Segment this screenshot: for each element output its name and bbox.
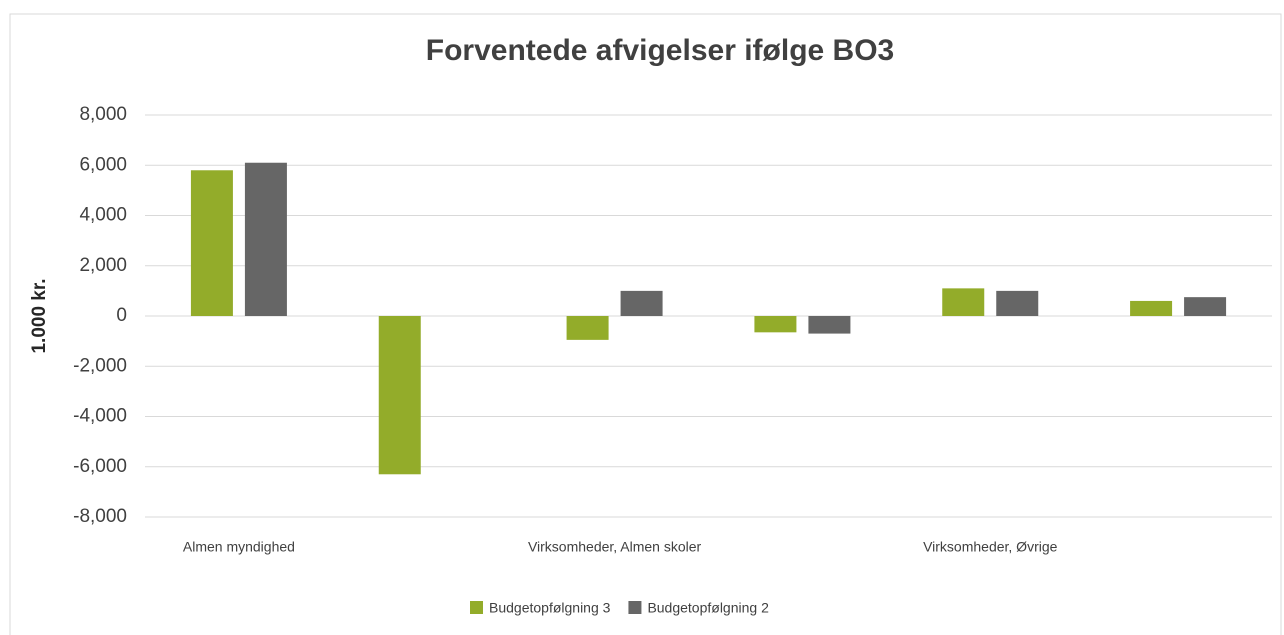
y-tick-label: 4,000 — [79, 205, 127, 226]
legend-label: Budgetopfølgning 2 — [647, 600, 769, 616]
y-tick-label: 0 — [116, 305, 127, 326]
y-tick-label: -8,000 — [73, 506, 127, 527]
y-tick-label: -2,000 — [73, 355, 127, 376]
bar — [378, 316, 421, 475]
y-tick-label: 6,000 — [79, 154, 127, 175]
bar — [754, 316, 797, 333]
bar — [1130, 300, 1173, 316]
chart-title: Forventede afvigelser ifølge BO3 — [426, 34, 894, 67]
x-tick-label: Virksomheder, Almen skoler — [528, 539, 702, 555]
y-tick-label: 2,000 — [79, 255, 127, 276]
y-tick-label: 8,000 — [79, 104, 127, 125]
y-tick-label: -4,000 — [73, 406, 127, 427]
legend-label: Budgetopfølgning 3 — [489, 600, 611, 616]
legend-swatch — [628, 601, 642, 614]
legend-swatch — [470, 601, 483, 614]
bar — [190, 170, 233, 316]
x-tick-label: Almen myndighed — [183, 539, 295, 555]
chart-frame — [9, 13, 1282, 635]
bar — [620, 290, 663, 316]
bar — [566, 316, 609, 340]
bar — [808, 316, 851, 334]
x-tick-label: Virksomheder, Øvrige — [923, 539, 1058, 555]
y-axis-label: 1.000 kr. — [29, 278, 50, 353]
bar — [1184, 297, 1227, 316]
y-tick-label: -6,000 — [73, 456, 127, 477]
bar — [942, 288, 985, 316]
bar — [996, 290, 1039, 316]
bar — [244, 162, 287, 316]
